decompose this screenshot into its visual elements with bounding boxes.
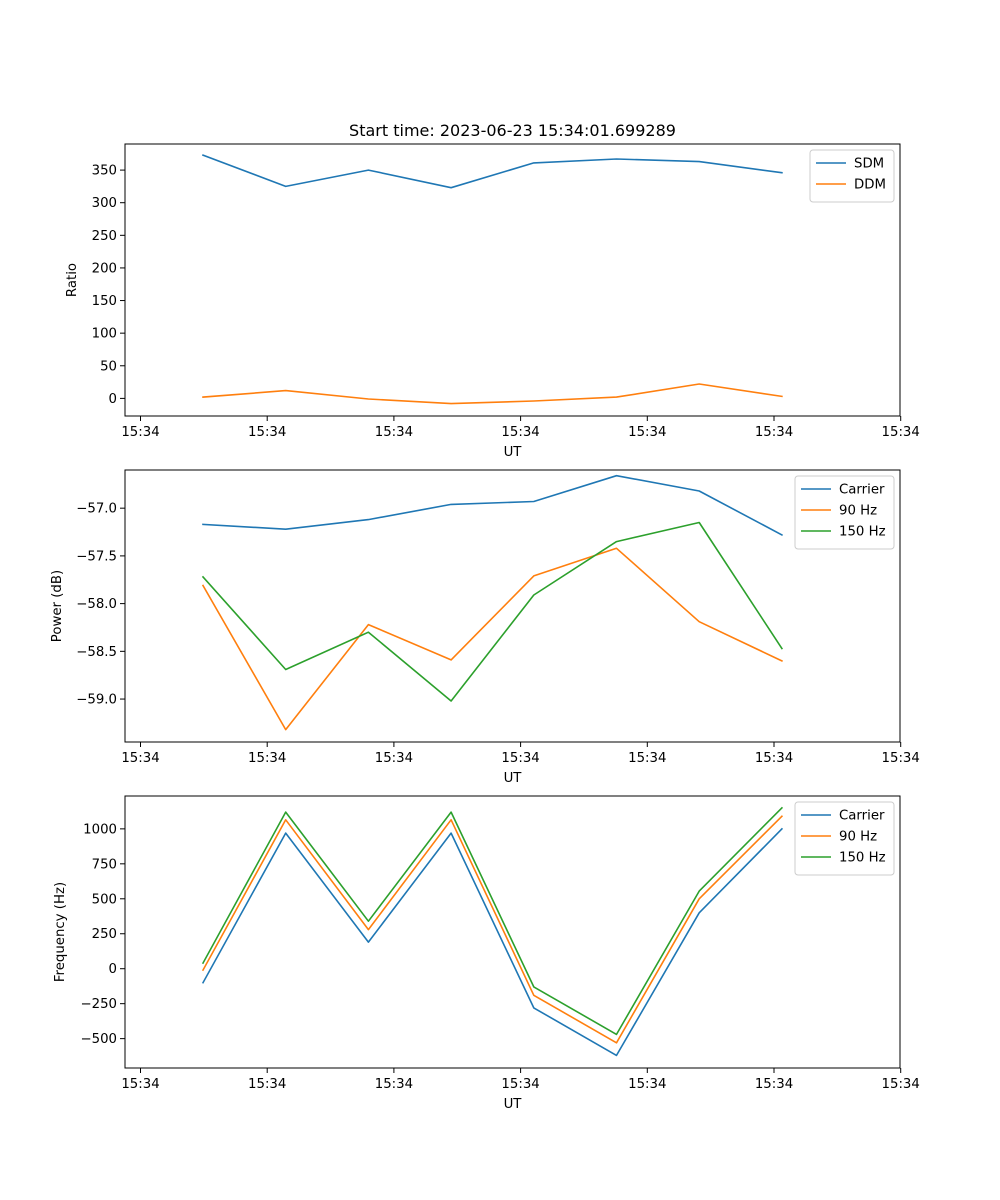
- x-axis-label: UT: [504, 445, 523, 460]
- axes-frame: [124, 795, 901, 1069]
- legend-label: Carrier: [839, 483, 885, 498]
- y-tick-label: −250: [80, 997, 117, 1012]
- legend-label: SDM: [854, 157, 884, 172]
- x-tick-label: 15:34: [121, 751, 159, 766]
- y-tick-label: −57.0: [76, 502, 117, 517]
- legend: SDM DDM: [809, 149, 895, 203]
- y-tick-label: −58.5: [76, 645, 117, 660]
- series-line-150-hz: [201, 806, 784, 1036]
- power-panel: 15:3415:3415:3415:3415:3415:3415:3415:35…: [50, 469, 920, 786]
- x-tick-label: 15:34: [755, 425, 793, 440]
- y-axis-label: Power (dB): [50, 570, 65, 642]
- y-tick-label: 750: [92, 857, 117, 872]
- y-tick-label: −57.5: [76, 549, 117, 564]
- y-tick-label: 300: [92, 196, 117, 211]
- x-tick-label: 15:34: [882, 751, 920, 766]
- y-tick-label: −58.0: [76, 597, 117, 612]
- ratio-panel: 15:3415:3415:3415:3415:3415:3415:3415:35…: [65, 143, 920, 460]
- axes-frame: [124, 143, 901, 417]
- x-tick-label: 15:34: [628, 751, 666, 766]
- x-tick-label: 15:34: [882, 425, 920, 440]
- x-tick-label: 15:34: [375, 751, 413, 766]
- y-tick-label: 500: [92, 892, 117, 907]
- legend-label: DDM: [854, 178, 886, 193]
- y-tick-label: 0: [109, 962, 117, 977]
- x-tick-label: 15:34: [375, 1077, 413, 1092]
- x-axis-label: UT: [504, 1097, 523, 1112]
- legend-label: 150 Hz: [839, 851, 886, 866]
- y-axis-label: Frequency (Hz): [53, 882, 68, 982]
- x-tick-label: 15:34: [248, 751, 286, 766]
- x-tick-label: 15:34: [375, 425, 413, 440]
- series-line-sdm: [201, 154, 783, 189]
- legend-label: 90 Hz: [839, 830, 877, 845]
- y-tick-label: 150: [92, 294, 117, 309]
- series-line-90-hz: [201, 815, 784, 1044]
- legend-label: 150 Hz: [839, 525, 886, 540]
- x-tick-label: 15:34: [501, 425, 539, 440]
- series-line-90-hz: [201, 547, 783, 731]
- x-tick-label: 15:34: [121, 1077, 159, 1092]
- x-tick-label: 15:34: [501, 1077, 539, 1092]
- figure-title: Start time: 2023-06-23 15:34:01.699289: [349, 121, 676, 140]
- legend: Carrier 90 Hz 150 Hz: [794, 801, 895, 876]
- x-axis-label: UT: [504, 771, 523, 786]
- x-tick-label: 15:34: [628, 1077, 666, 1092]
- y-tick-label: 1000: [83, 822, 117, 837]
- y-tick-label: 50: [100, 359, 117, 374]
- y-tick-label: −500: [80, 1032, 117, 1047]
- x-tick-label: 15:34: [755, 1077, 793, 1092]
- y-tick-label: 350: [92, 164, 117, 179]
- frequency-panel: 15:3415:3415:3415:3415:3415:3415:3415:35…: [53, 795, 920, 1112]
- y-tick-label: 100: [92, 327, 117, 342]
- axes-frame: [124, 469, 901, 743]
- y-tick-label: 200: [92, 261, 117, 276]
- y-tick-label: 250: [92, 927, 117, 942]
- x-tick-label: 15:34: [248, 425, 286, 440]
- y-tick-label: −59.0: [76, 693, 117, 708]
- legend-label: Carrier: [839, 809, 885, 824]
- y-tick-label: 250: [92, 229, 117, 244]
- legend: Carrier 90 Hz 150 Hz: [794, 475, 895, 550]
- y-tick-label: 0: [109, 392, 117, 407]
- series-line-carrier: [201, 827, 784, 1057]
- series-line-carrier: [202, 474, 783, 536]
- x-tick-label: 15:34: [882, 1077, 920, 1092]
- x-tick-label: 15:34: [501, 751, 539, 766]
- series-line-ddm: [202, 383, 783, 405]
- x-tick-label: 15:34: [248, 1077, 286, 1092]
- x-tick-label: 15:34: [121, 425, 159, 440]
- x-tick-label: 15:34: [755, 751, 793, 766]
- x-tick-label: 15:34: [628, 425, 666, 440]
- series-line-150-hz: [201, 521, 784, 702]
- legend-label: 90 Hz: [839, 504, 877, 519]
- y-axis-label: Ratio: [65, 263, 80, 297]
